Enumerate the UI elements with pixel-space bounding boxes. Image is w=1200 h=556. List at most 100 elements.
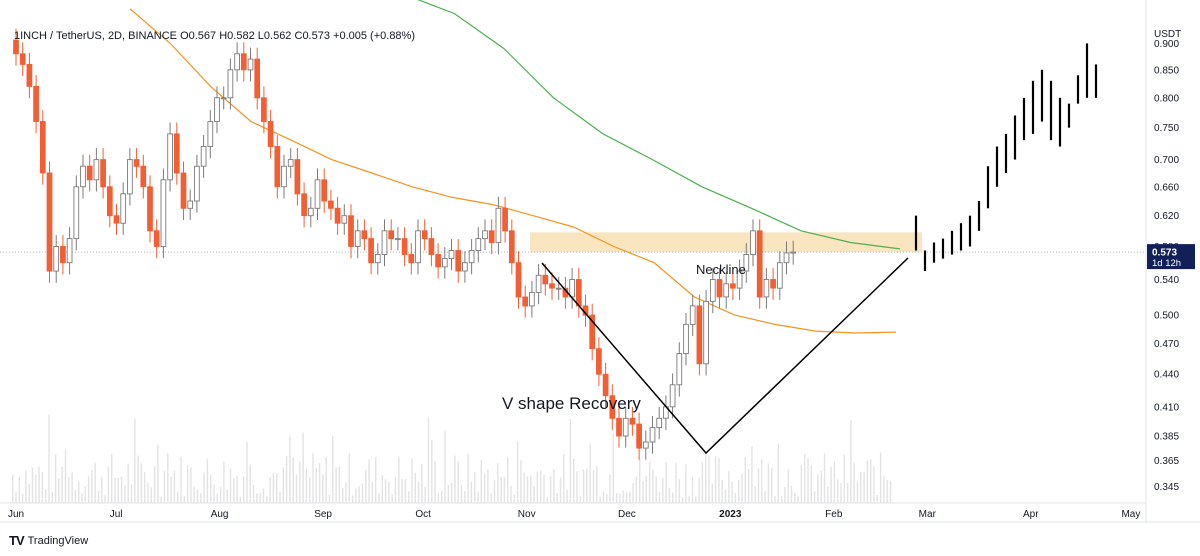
candle [776, 251, 783, 300]
x-tick-label: Oct [415, 509, 431, 520]
volume-bar [615, 493, 618, 503]
volume-bar [157, 445, 159, 503]
volume-bar [853, 462, 855, 503]
volume-bar [685, 464, 687, 503]
candle-body [441, 258, 448, 268]
candle [261, 86, 267, 134]
projection-bars [914, 43, 1098, 272]
volume-bar [262, 488, 265, 503]
volume-bar [474, 472, 476, 503]
candle-body [100, 159, 106, 188]
volume-bar [592, 470, 595, 503]
candle-body [194, 165, 200, 202]
volume-bar [84, 486, 86, 503]
candle-body [756, 230, 763, 298]
candle-body [26, 63, 33, 87]
candle [535, 263, 542, 305]
volume-bar [309, 477, 311, 503]
volume-bar [61, 466, 63, 503]
candle-body [770, 279, 776, 289]
volume-bar [866, 460, 869, 503]
candle [361, 219, 368, 251]
candle [86, 154, 93, 192]
volume-bar [213, 484, 215, 503]
y-tick-label: 0.660 [1154, 182, 1179, 193]
candle [569, 268, 575, 309]
candle [616, 406, 622, 448]
candle [160, 168, 167, 259]
candle-body [388, 230, 395, 240]
volume-bar [127, 463, 129, 503]
volume-bar [658, 492, 661, 503]
volume-bar [493, 480, 496, 503]
volume-bar [738, 479, 740, 503]
symbol-title: 1INCH / TetherUS, 2D, BINANCE [14, 30, 178, 42]
candle [395, 227, 401, 251]
volume-bar [282, 467, 284, 503]
candle [703, 290, 709, 376]
volume-bar [117, 477, 119, 503]
candle-body [147, 186, 153, 232]
volume-bar [74, 490, 77, 503]
candle-body [281, 165, 287, 188]
ma-orange-line [129, 8, 897, 334]
volume-bar [754, 486, 756, 503]
volume-bar [642, 480, 644, 503]
volume-bar [384, 478, 387, 503]
volume-bar [691, 477, 694, 503]
volume-bar [576, 471, 578, 503]
candle-body [307, 207, 314, 217]
candle-body [549, 283, 555, 289]
neckline-label: Neckline [696, 262, 746, 277]
volume-bar [447, 484, 449, 503]
volume-bar [295, 474, 298, 503]
volume-bar [173, 470, 176, 503]
volume-bar [378, 493, 380, 503]
candle-body [274, 146, 281, 188]
tradingview-brand[interactable]: TV TradingView [9, 533, 88, 548]
candle-body [240, 53, 247, 71]
volume-bar [408, 491, 410, 503]
candle [663, 395, 669, 430]
volume-bar [441, 491, 443, 503]
candle-body [763, 279, 770, 298]
volume-bar [662, 478, 664, 503]
candle [408, 243, 415, 275]
candle-body [207, 121, 214, 147]
candle-body [703, 300, 709, 365]
candle [314, 168, 321, 220]
candle [596, 337, 602, 386]
volume-bar [559, 477, 562, 503]
candle-body [676, 353, 683, 386]
candle [374, 243, 381, 275]
candle [321, 168, 328, 213]
y-tick-label: 0.750 [1154, 123, 1179, 134]
volume-bar [299, 461, 301, 503]
candle-body [368, 238, 374, 264]
volume-bar [609, 474, 611, 503]
volume-bar [800, 465, 803, 503]
volume-bar [58, 478, 60, 503]
candle [133, 148, 140, 178]
volume-bar [526, 476, 529, 503]
volume-bar [794, 492, 796, 503]
x-tick-label: Sep [314, 509, 332, 520]
candle-body [616, 417, 622, 437]
volume-bar [414, 472, 416, 503]
volume-bar [107, 466, 110, 503]
volume-bar [784, 486, 786, 503]
volume-bar [315, 467, 317, 503]
candle [415, 219, 421, 275]
volume-bar [457, 461, 459, 503]
volume-bar [632, 482, 634, 503]
volume-bar [388, 482, 390, 503]
volume-bar [124, 485, 126, 503]
candle [100, 148, 106, 199]
volume-bar [91, 469, 93, 503]
volume-bar [444, 430, 446, 503]
candle [227, 58, 234, 110]
candle [676, 342, 683, 397]
volume-bar [771, 467, 773, 503]
candle [455, 239, 462, 283]
